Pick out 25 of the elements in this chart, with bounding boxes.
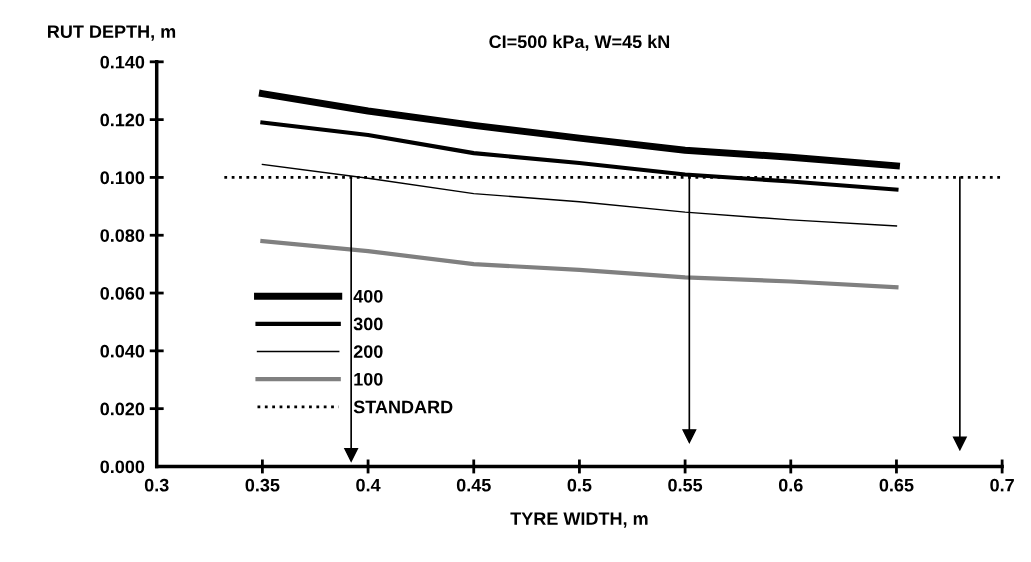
y-tick-label: 0.060: [100, 286, 145, 300]
y-tick-label: 0.020: [100, 402, 145, 416]
y-tick-label: 0.120: [100, 113, 145, 127]
x-tick-label: 0.35: [245, 478, 280, 492]
y-tick-label: 0.000: [100, 460, 145, 474]
x-tick-label: 0.65: [879, 478, 914, 492]
x-axis-title: TYRE WIDTH, m: [510, 512, 648, 528]
y-tick-label: 0.080: [100, 229, 145, 242]
x-tick-label: 0.55: [668, 478, 703, 492]
x-tick-label: 0.6: [778, 478, 803, 492]
legend-label: 300: [353, 317, 383, 331]
x-tick-label: 0.5: [567, 478, 592, 492]
x-tick-label: 0.3: [144, 478, 169, 492]
y-tick-label: 0.040: [100, 344, 145, 358]
legend-label: STANDARD: [353, 400, 453, 414]
legend-label: 200: [353, 345, 383, 359]
chart-title: CI=500 kPa, W=45 kN: [489, 34, 670, 51]
x-tick-label: 0.4: [356, 478, 381, 492]
y-axis-title: RUT DEPTH, m: [48, 25, 176, 41]
legend-label: 400: [353, 289, 383, 303]
y-tick-label: 0.140: [100, 55, 145, 69]
x-tick-label: 0.45: [456, 478, 491, 492]
x-tick-label: 0.7: [990, 478, 1014, 492]
y-tick-label: 0.100: [100, 171, 145, 185]
legend-label: 100: [354, 372, 383, 386]
